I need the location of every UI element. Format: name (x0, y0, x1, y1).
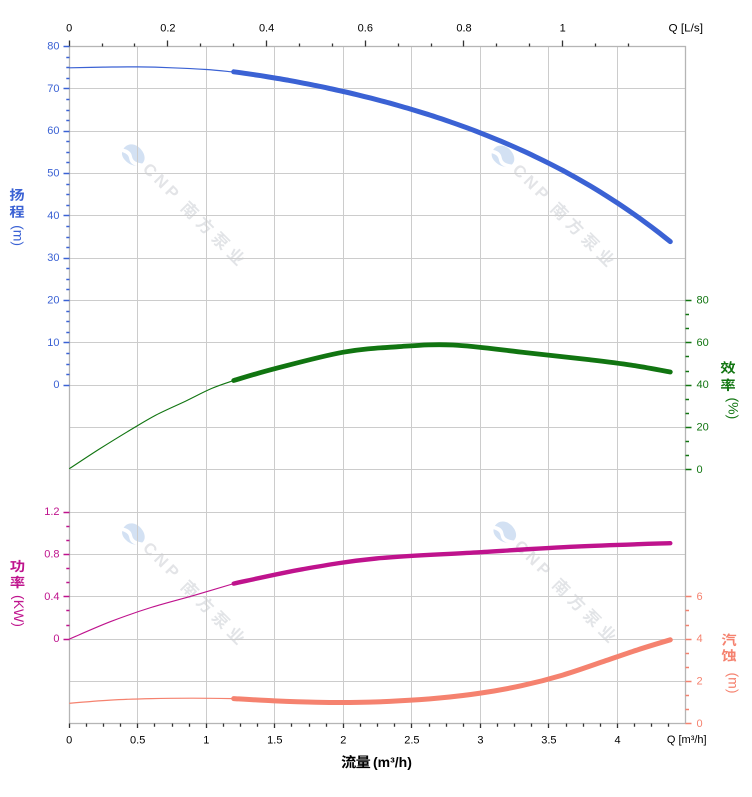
svg-text:0.4: 0.4 (44, 591, 59, 603)
svg-text:(%): (%) (726, 398, 742, 420)
svg-text:Q [L/s]: Q [L/s] (669, 23, 704, 35)
svg-text:0: 0 (697, 464, 703, 476)
svg-text:0: 0 (66, 735, 72, 747)
svg-text:CNP: CNP (509, 161, 555, 207)
svg-text:CNP: CNP (511, 537, 557, 583)
svg-text:1.5: 1.5 (267, 735, 282, 747)
svg-text:80: 80 (47, 41, 59, 53)
svg-text:70: 70 (47, 83, 59, 95)
svg-text:10: 10 (47, 337, 59, 349)
svg-text:(m): (m) (726, 673, 742, 694)
svg-text:4: 4 (697, 633, 703, 645)
svg-text:0: 0 (53, 379, 59, 391)
svg-text:0: 0 (66, 23, 72, 35)
svg-text:0.4: 0.4 (259, 23, 274, 35)
svg-text:0: 0 (697, 718, 703, 730)
svg-text:20: 20 (47, 295, 59, 307)
svg-text:0.8: 0.8 (456, 23, 471, 35)
svg-text:3.5: 3.5 (541, 735, 556, 747)
svg-text:CNP: CNP (139, 539, 185, 585)
svg-text:Q [m³/h]: Q [m³/h] (667, 734, 707, 746)
svg-text:1: 1 (560, 23, 566, 35)
svg-text:6: 6 (697, 591, 703, 603)
svg-text:3: 3 (477, 735, 483, 747)
svg-text:2: 2 (697, 676, 703, 688)
svg-text:20: 20 (697, 422, 709, 434)
svg-text:2: 2 (340, 735, 346, 747)
svg-text:(m³/h): (m³/h) (373, 754, 412, 770)
svg-text:CNP: CNP (139, 160, 185, 206)
svg-text:0: 0 (53, 633, 59, 645)
svg-text:60: 60 (697, 337, 709, 349)
svg-text:1: 1 (203, 735, 209, 747)
svg-text:0.5: 0.5 (130, 735, 145, 747)
svg-text:2.5: 2.5 (404, 735, 419, 747)
svg-text:0.2: 0.2 (160, 23, 175, 35)
svg-text:0.8: 0.8 (44, 549, 59, 561)
svg-text:(m): (m) (11, 225, 27, 246)
svg-text:80: 80 (697, 295, 709, 307)
svg-text:4: 4 (614, 735, 620, 747)
svg-text:40: 40 (697, 379, 709, 391)
svg-text:40: 40 (47, 210, 59, 222)
svg-text:1.2: 1.2 (44, 506, 59, 518)
svg-text:(KW): (KW) (11, 595, 27, 627)
svg-text:30: 30 (47, 252, 59, 264)
svg-text:50: 50 (47, 168, 59, 180)
svg-text:0.6: 0.6 (358, 23, 373, 35)
svg-text:60: 60 (47, 125, 59, 137)
